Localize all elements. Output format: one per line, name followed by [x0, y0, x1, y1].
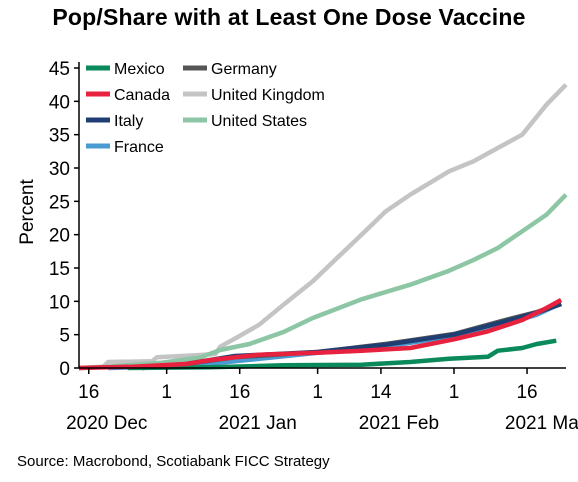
y-tick-label: 35	[49, 126, 70, 147]
x-tick-label: 16	[229, 382, 250, 403]
series-line-united-states	[78, 193, 568, 371]
series-layer	[78, 83, 568, 371]
x-month-label: 2020 Dec	[66, 413, 147, 434]
x-tick-label: 14	[370, 382, 392, 403]
y-tick-label: 15	[49, 259, 70, 280]
y-tick-label: 10	[49, 292, 70, 313]
y-tick-label: 0	[59, 359, 70, 380]
legend-label-united-kingdom: United Kingdom	[211, 87, 325, 104]
legend-label-germany: Germany	[211, 61, 277, 78]
legend: Mexico Canada Italy France Germany United Kin…	[86, 61, 325, 156]
x-month-label: 2021 Mar	[505, 413, 578, 434]
source-note: Source: Macrobond, Scotiabank FICC Strat…	[17, 453, 330, 470]
x-month-label: 2021 Feb	[359, 413, 439, 434]
legend-label-united-states: United States	[211, 113, 307, 130]
axes-layer: 0 5 10 15 20 25 30 35 40 45 16 2020 Dec 1 16 2021 Jan 1…	[49, 59, 578, 434]
series-line-united-kingdom	[78, 83, 568, 371]
y-tick-label: 30	[49, 159, 70, 180]
y-tick-label: 20	[49, 226, 70, 247]
chart-title: Pop/Share with at Least One Dose Vaccine	[52, 4, 526, 30]
x-tick-label: 16	[516, 382, 537, 403]
y-tick-label: 5	[59, 326, 70, 347]
legend-label-france: France	[114, 139, 164, 156]
y-axis-label: Percent	[17, 179, 38, 245]
series-line-germany	[142, 301, 562, 371]
x-tick-label: 1	[449, 382, 460, 403]
y-tick-label: 45	[49, 59, 70, 80]
x-month-label: 2021 Jan	[219, 413, 297, 434]
legend-label-canada: Canada	[114, 87, 170, 104]
x-tick-label: 1	[312, 382, 323, 403]
legend-label-italy: Italy	[114, 113, 143, 130]
y-tick-label: 25	[49, 192, 70, 213]
series-line-italy	[142, 301, 562, 371]
series-line-mexico	[127, 338, 557, 371]
x-tick-label: 1	[161, 382, 172, 403]
x-tick-label: 16	[78, 382, 99, 403]
y-tick-label: 40	[49, 92, 70, 113]
legend-label-mexico: Mexico	[114, 61, 165, 78]
series-line-canada	[78, 298, 563, 371]
